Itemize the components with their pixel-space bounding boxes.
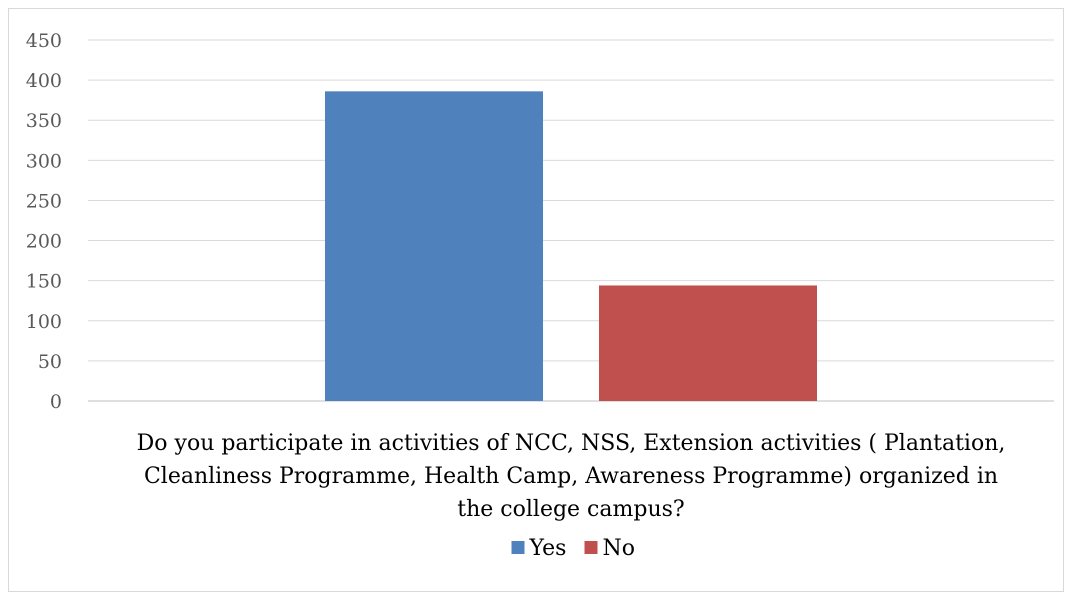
y-tick-label: 0 (50, 391, 62, 413)
bars (325, 91, 817, 401)
legend-label-no: No (603, 536, 636, 561)
gridlines (88, 39, 1054, 402)
y-tick-label: 150 (26, 271, 62, 293)
y-tick-label: 300 (26, 150, 62, 172)
bar-no (599, 285, 817, 401)
y-tick-label: 400 (26, 70, 62, 92)
category-label: Do you participate in activities of NCC,… (137, 431, 1006, 522)
category-label-line: the college campus? (457, 497, 684, 522)
bar-yes (325, 91, 543, 401)
legend-swatch-yes (511, 541, 525, 554)
y-axis-ticks: 0 50 100 150 200 250 300 350 400 450 (26, 30, 62, 413)
category-label-line: Cleanliness Programme, Health Camp, Awar… (144, 464, 998, 489)
category-label-line: Do you participate in activities of NCC,… (137, 431, 1006, 456)
y-tick-label: 100 (26, 311, 62, 333)
y-tick-label: 50 (38, 351, 62, 373)
y-tick-label: 450 (26, 30, 62, 52)
legend-swatch-no (584, 541, 598, 554)
y-tick-label: 350 (26, 110, 62, 132)
legend-label-yes: Yes (529, 536, 567, 561)
y-tick-label: 200 (26, 231, 62, 253)
legend: Yes No (511, 536, 636, 561)
y-tick-label: 250 (26, 190, 62, 212)
